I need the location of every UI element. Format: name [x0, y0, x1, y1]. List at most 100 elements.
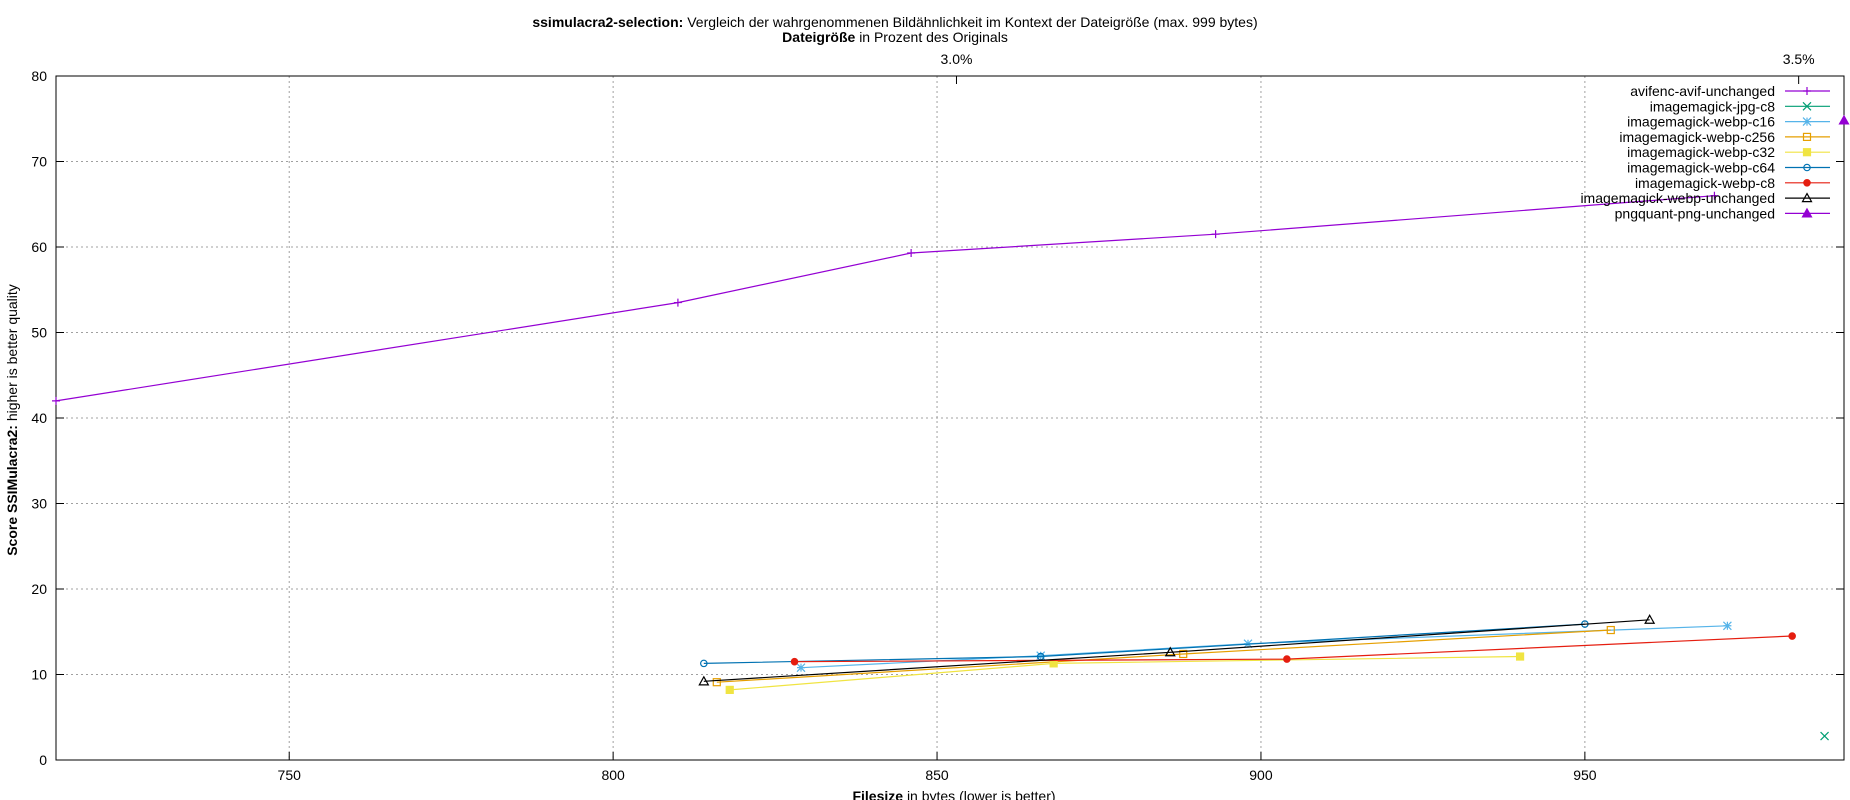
legend-swatch-marker — [1801, 192, 1813, 203]
y-tick-label: 0 — [39, 752, 47, 768]
legend-swatch-marker — [1803, 163, 1811, 172]
legend-label: imagemagick-webp-c32 — [1627, 144, 1775, 160]
y-tick-label: 40 — [31, 410, 47, 426]
legend-label: avifenc-avif-unchanged — [1630, 83, 1775, 99]
x2-axis-label-rest: in Prozent des Originals — [859, 29, 1008, 45]
x-tick-label: 850 — [925, 767, 949, 783]
plot-area — [52, 114, 1850, 741]
marker-plus — [907, 248, 916, 257]
legend-swatch-marker — [1801, 207, 1813, 218]
marker-plus — [1211, 230, 1220, 239]
series-imagemagick-webp-c256 — [712, 625, 1615, 687]
series-imagemagick-webp-unchanged — [698, 614, 1656, 686]
data-point — [907, 248, 916, 257]
y-axis-label-bold: Score SSIMulacra2: — [4, 425, 20, 556]
marker-triangle-filled — [1801, 207, 1813, 218]
marker-star — [1036, 651, 1046, 661]
data-point — [1283, 655, 1291, 663]
y-tick-label: 80 — [31, 68, 47, 84]
grid — [56, 76, 1844, 760]
data-point — [790, 657, 799, 666]
marker-square-open — [712, 678, 721, 687]
series-imagemagick-webp-c8 — [790, 632, 1796, 666]
data-point — [1644, 614, 1656, 624]
legend-label: imagemagick-webp-c16 — [1627, 114, 1775, 130]
marker-triangle-open — [1801, 192, 1813, 203]
data-point — [1164, 646, 1176, 657]
series-line — [703, 619, 1650, 682]
marker-star — [796, 663, 806, 673]
marker-triangle-filled — [1838, 114, 1850, 125]
data-point — [673, 298, 682, 307]
marker-triangle-open — [698, 675, 710, 686]
marker-square-filled — [1802, 148, 1812, 157]
marker-plus — [1803, 87, 1811, 95]
marker-plus — [673, 298, 682, 307]
plot-frame — [55, 75, 1845, 761]
marker-square-filled — [725, 685, 734, 694]
legend-item: imagemagick-webp-c32 — [1627, 144, 1830, 160]
x-axis-label-bold: Filesize — [852, 788, 903, 800]
y-tick-label: 70 — [31, 154, 47, 170]
axes: 0 10 20 30 40 50 60 70 80 750 800 850 900 950 3.0% 3.5% — [31, 51, 1845, 783]
marker-square-open — [1606, 625, 1615, 635]
series-avifenc-avif-unchanged — [52, 191, 1719, 405]
legend-swatch-marker — [1803, 179, 1811, 187]
series-pngquant-png-unchanged — [1838, 114, 1850, 125]
y-tick-label: 60 — [31, 239, 47, 255]
legend-swatch-marker — [1802, 148, 1812, 157]
data-point — [1211, 230, 1220, 239]
data-point — [1788, 632, 1796, 640]
marker-circle-filled — [1788, 632, 1796, 640]
legend-label: pngquant-png-unchanged — [1615, 205, 1775, 221]
legend-item: imagemagick-webp-unchanged — [1580, 190, 1830, 206]
x2-axis-label-bold: Dateigröße — [782, 29, 855, 45]
marker-circle-filled — [1803, 179, 1811, 187]
marker-cross — [1802, 101, 1812, 111]
legend-swatch-marker — [1802, 117, 1812, 127]
marker-triangle-open — [1164, 646, 1176, 657]
y-tick-label: 50 — [31, 325, 47, 341]
data-point — [1515, 652, 1525, 661]
y-tick-label: 20 — [31, 581, 47, 597]
x-axis-label: Filesize in bytes (lower is better) — [852, 788, 1055, 800]
legend-item: avifenc-avif-unchanged — [1630, 83, 1830, 99]
legend-label: imagemagick-webp-c256 — [1619, 129, 1775, 145]
legend-swatch-marker — [1802, 132, 1812, 141]
legend-item: imagemagick-webp-c8 — [1635, 175, 1830, 191]
y-axis-label-rest: higher is better quality — [4, 284, 20, 421]
data-point — [725, 685, 734, 694]
x-tick-label: 750 — [278, 767, 302, 783]
marker-plus — [52, 396, 60, 405]
marker-star — [1722, 621, 1732, 631]
x-tick-label: 950 — [1573, 767, 1597, 783]
data-point — [1710, 191, 1719, 200]
x-tick-label: 800 — [601, 767, 625, 783]
legend-item: imagemagick-webp-c16 — [1627, 114, 1830, 130]
legend-label: imagemagick-webp-c8 — [1635, 175, 1775, 191]
series-line — [794, 635, 1793, 663]
series-line — [800, 625, 1728, 669]
legend-item: imagemagick-webp-c64 — [1627, 160, 1830, 176]
series-imagemagick-webp-c32 — [725, 652, 1525, 694]
legend-item: imagemagick-jpg-c8 — [1650, 98, 1830, 114]
marker-cross — [1820, 731, 1829, 741]
data-point — [698, 675, 710, 686]
legend-swatch-marker — [1803, 87, 1811, 95]
legend-label: imagemagick-webp-c64 — [1627, 160, 1775, 176]
legend-label: imagemagick-jpg-c8 — [1650, 98, 1775, 114]
x2-tick-label: 3.5% — [1783, 51, 1815, 67]
data-point — [52, 396, 60, 405]
chart-title: ssimulacra2-selection: Vergleich der wah… — [532, 14, 1257, 30]
data-point — [1820, 731, 1829, 741]
x-tick-label: 900 — [1249, 767, 1273, 783]
data-point — [1179, 649, 1188, 659]
marker-triangle-open — [1644, 614, 1656, 624]
x-axis-label-rest: in bytes (lower is better) — [907, 788, 1056, 800]
data-point — [1722, 621, 1732, 631]
data-point — [1036, 652, 1045, 661]
marker-circle-open — [700, 659, 708, 668]
data-point — [700, 659, 708, 668]
